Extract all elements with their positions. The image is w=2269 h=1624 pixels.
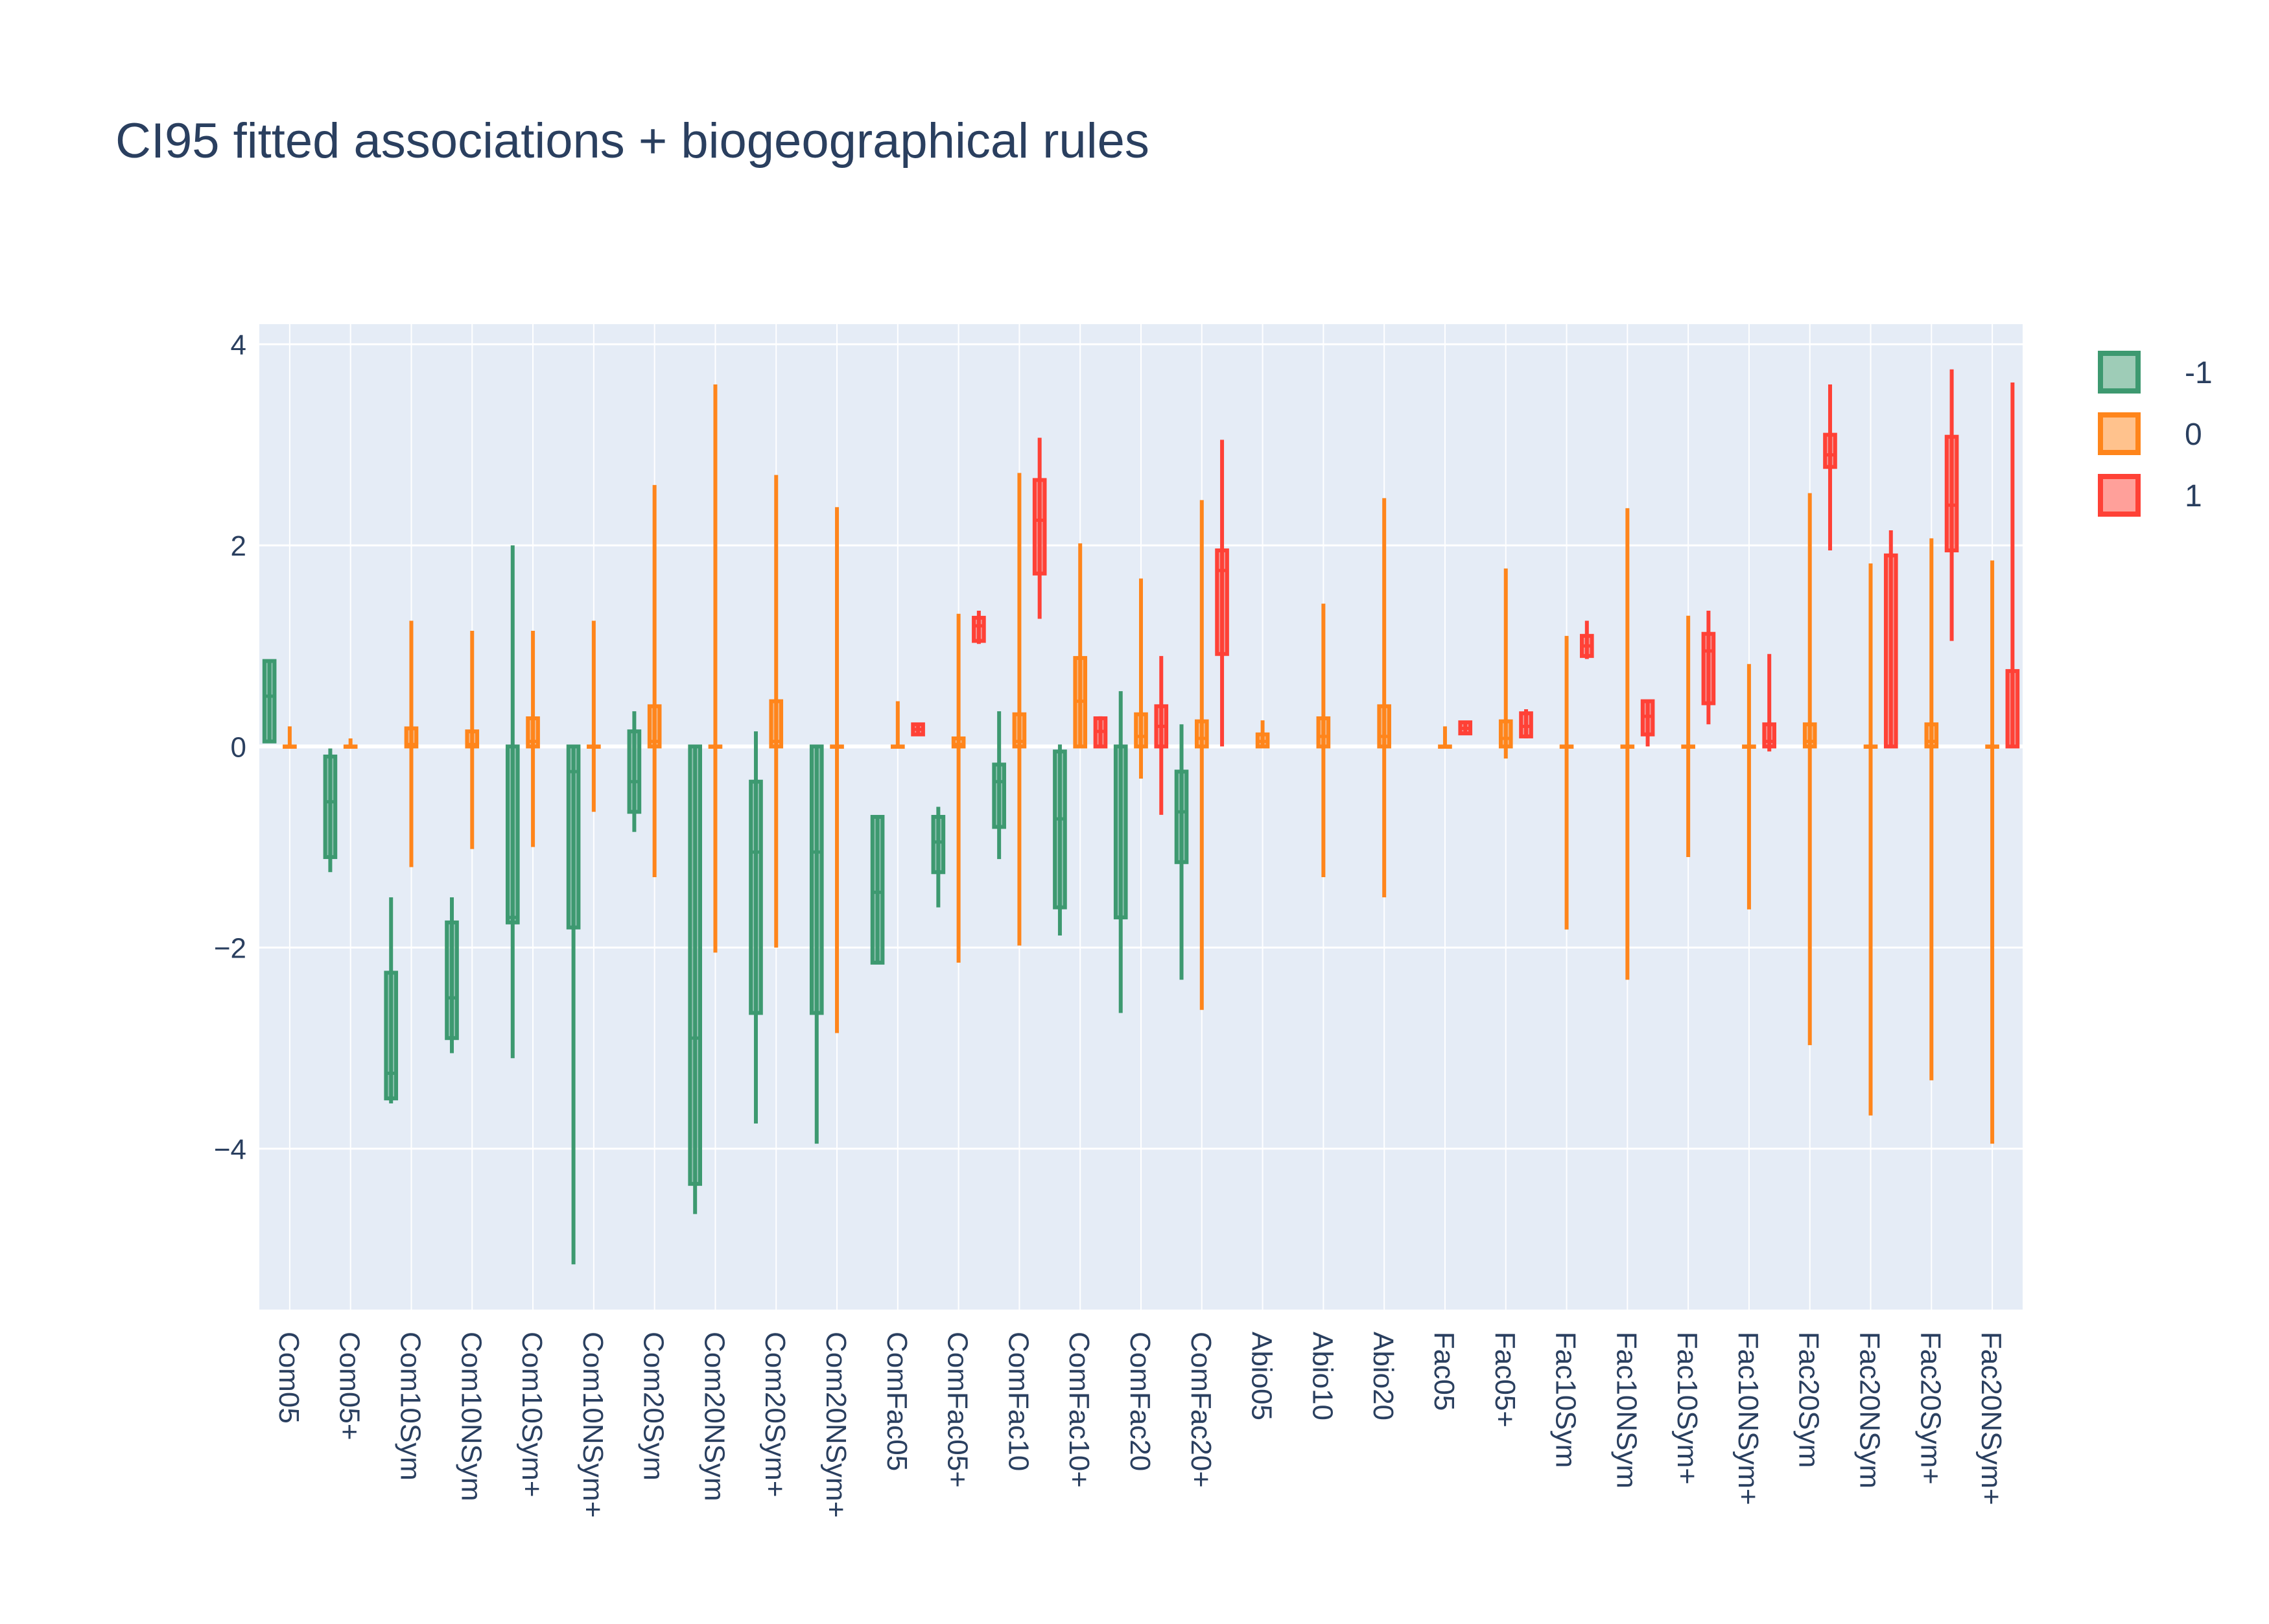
legend-item-2[interactable]: 0 <box>2098 412 2202 455</box>
legend-swatch <box>2098 474 2141 517</box>
box-iqr <box>809 744 824 1015</box>
legend-item-1[interactable]: -1 <box>2098 351 2213 394</box>
chart-title: CI95 fitted associations + biogeographic… <box>115 113 1149 169</box>
box-traces <box>262 369 2020 1265</box>
box-iqr <box>1762 722 1777 749</box>
box-iqr <box>1316 716 1331 749</box>
box-iqr <box>1944 434 1959 552</box>
box-iqr <box>1215 548 1229 656</box>
legend-item-3[interactable]: 1 <box>2098 474 2202 517</box>
box-iqr <box>445 920 459 1041</box>
x-tick-label: Fac05+ <box>1489 1332 1521 1428</box>
box-iqr <box>769 699 784 749</box>
x-tick-label: Fac10NSym <box>1610 1332 1642 1489</box>
x-tick-label: Com05+ <box>334 1332 366 1441</box>
box-iqr <box>1134 712 1148 749</box>
y-tick-label: −4 <box>214 1134 246 1166</box>
x-tick-label: ComFac20+ <box>1185 1332 1217 1488</box>
y-tick-label: 0 <box>231 731 246 763</box>
box-iqr <box>931 815 946 875</box>
x-tick-label: Abio05 <box>1246 1332 1278 1420</box>
x-tick-label: Fac20Sym+ <box>1914 1332 1946 1485</box>
box-iqr <box>323 754 338 860</box>
box-iqr <box>465 729 480 749</box>
x-tick-label: Abio20 <box>1367 1332 1399 1420</box>
legend-label: -1 <box>2185 356 2213 390</box>
x-tick-label: Fac20NSym <box>1854 1332 1886 1489</box>
x-tick-label: Fac10Sym+ <box>1671 1332 1703 1485</box>
x-tick-label: Fac20NSym+ <box>1975 1332 2007 1505</box>
box-iqr <box>1701 631 1716 705</box>
box-iqr <box>972 615 986 643</box>
x-tick-label: ComFac10+ <box>1063 1332 1095 1488</box>
legend-swatch <box>2098 351 2141 394</box>
x-tick-label: Fac20Sym <box>1793 1332 1825 1468</box>
x-tick-label: ComFac05 <box>881 1332 913 1471</box>
y-tick-label: −2 <box>214 933 246 965</box>
x-tick-label: ComFac05+ <box>942 1332 974 1488</box>
x-tick-label: Com20Sym+ <box>759 1332 791 1498</box>
series-2-boxes <box>283 384 1999 1144</box>
box-iqr <box>2005 669 2020 749</box>
box-iqr <box>1823 432 1837 469</box>
x-axis-ticks: Com05 Com05+ Com10Sym Com10NSym Com10Sym+ Com… <box>273 1332 2007 1518</box>
x-tick-label: Com10Sym+ <box>516 1332 548 1498</box>
x-tick-label: Com20Sym <box>638 1332 670 1481</box>
legend-label: 0 <box>2185 418 2202 452</box>
x-tick-label: Com10NSym+ <box>577 1332 609 1518</box>
x-tick-label: Com05 <box>273 1332 305 1424</box>
box-iqr <box>1924 722 1939 749</box>
box-iqr <box>1012 712 1027 749</box>
box-iqr <box>566 744 581 930</box>
box-iqr <box>1802 722 1817 749</box>
box-iqr <box>870 815 885 965</box>
series-3-boxes <box>911 369 2020 815</box>
box-iqr <box>526 716 540 749</box>
x-tick-label: Abio10 <box>1306 1332 1338 1420</box>
legend[interactable]: -1 0 1 <box>2098 351 2213 517</box>
x-tick-label: ComFac20 <box>1124 1332 1156 1471</box>
y-tick-label: 4 <box>231 329 246 361</box>
x-tick-label: Fac10NSym+ <box>1732 1332 1764 1505</box>
box-iqr <box>505 744 520 924</box>
x-tick-label: Fac10Sym <box>1550 1332 1582 1468</box>
box-iqr <box>647 704 662 749</box>
box-iqr <box>384 971 399 1101</box>
legend-label: 1 <box>2185 479 2202 513</box>
box-iqr <box>1113 744 1128 920</box>
x-tick-label: Com20NSym <box>698 1332 730 1501</box>
box-iqr <box>627 729 642 814</box>
x-tick-label: Com10NSym <box>455 1332 487 1501</box>
x-tick-label: Com10Sym <box>394 1332 426 1481</box>
box-iqr <box>262 659 277 744</box>
box-iqr <box>992 762 1006 829</box>
box-iqr <box>1174 770 1189 864</box>
legend-swatch <box>2098 412 2141 455</box>
box-iqr <box>1883 553 1898 749</box>
box-iqr <box>1194 719 1209 749</box>
y-axis-ticks: 4 2 0 −2 −4 <box>214 329 246 1166</box>
box-iqr <box>688 744 702 1186</box>
series-1-boxes <box>262 545 1189 1265</box>
x-tick-label: ComFac10 <box>1002 1332 1034 1471</box>
box-iqr <box>1498 719 1513 749</box>
box-iqr <box>1032 478 1047 576</box>
box-iqr <box>1053 749 1067 910</box>
box-iqr <box>404 726 419 749</box>
x-tick-label: Fac05 <box>1428 1332 1460 1411</box>
y-tick-label: 2 <box>231 530 246 562</box>
box-iqr <box>1377 704 1391 749</box>
box-iqr <box>749 779 763 1015</box>
x-tick-label: Com20NSym+ <box>820 1332 852 1518</box>
